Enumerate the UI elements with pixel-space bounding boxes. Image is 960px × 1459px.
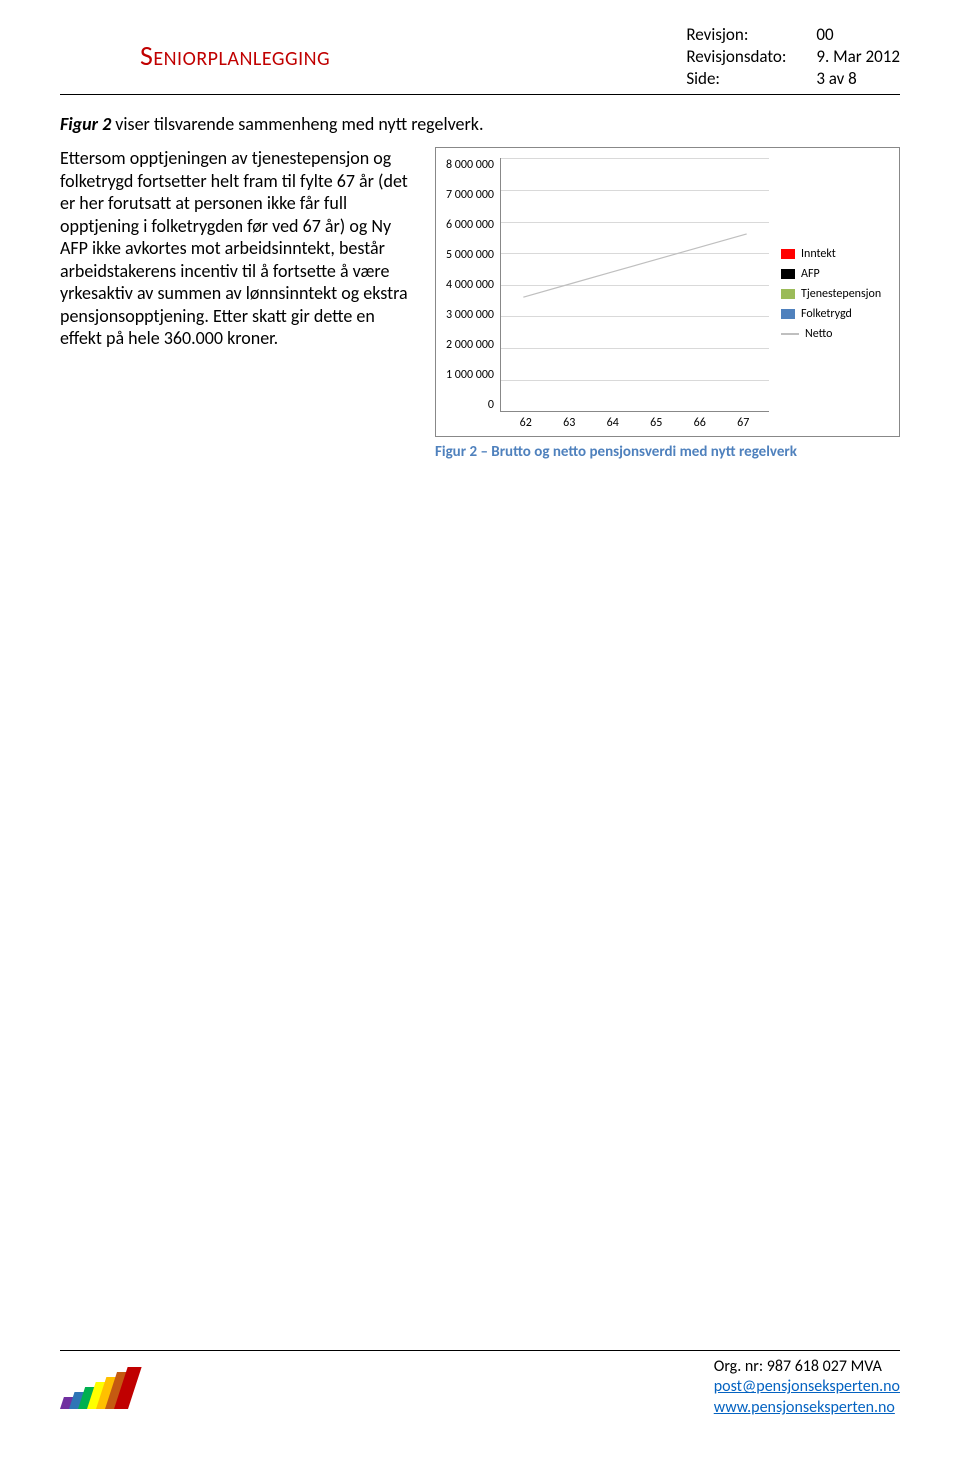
x-tick: 66 <box>694 416 706 430</box>
footer-logo <box>60 1363 140 1409</box>
legend-item: Netto <box>781 327 889 341</box>
x-tick: 64 <box>607 416 619 430</box>
legend-item: AFP <box>781 267 889 281</box>
intro-rest: viser tilsvarende sammenheng med nytt re… <box>111 113 483 135</box>
meta-revisjon-label: Revisjon: <box>686 24 816 46</box>
y-tick: 6 000 000 <box>446 218 494 232</box>
y-tick: 5 000 000 <box>446 248 494 262</box>
meta-dato-val: 9. Mar 2012 <box>816 46 900 68</box>
body-paragraph: Ettersom opptjeningen av tjenestepensjon… <box>60 147 415 461</box>
meta-dato-label: Revisjonsdato: <box>686 46 816 68</box>
legend-label: Inntekt <box>801 247 836 261</box>
meta-side-val: 3 av 8 <box>816 68 856 90</box>
y-tick: 7 000 000 <box>446 188 494 202</box>
legend-swatch <box>781 289 795 299</box>
legend: Inntekt AFP Tjenestepensjon Folketrygd Netto <box>769 158 889 430</box>
x-axis: 62 63 64 65 66 67 <box>500 412 769 430</box>
y-tick: 4 000 000 <box>446 278 494 292</box>
y-tick: 0 <box>488 398 494 412</box>
meta-revisjon-val: 00 <box>816 24 833 46</box>
x-tick: 67 <box>737 416 749 430</box>
doc-meta: Revisjon: 00 Revisjonsdato: 9. Mar 2012 … <box>686 20 900 90</box>
bars-container <box>501 158 769 411</box>
footer-email-link[interactable]: post@pensjonseksperten.no <box>714 1377 900 1396</box>
intro-line: Figur 2 viser tilsvarende sammenheng med… <box>60 113 900 135</box>
y-tick: 1 000 000 <box>446 368 494 382</box>
y-tick: 8 000 000 <box>446 158 494 172</box>
plot-area <box>500 158 769 412</box>
doc-title: Seniorplanlegging <box>60 20 686 73</box>
y-axis: 8 000 000 7 000 000 6 000 000 5 000 000 4 00… <box>446 158 500 430</box>
x-tick: 62 <box>520 416 532 430</box>
page-footer: Org. nr: 987 618 027 MVA post@pensjonsek… <box>60 1350 900 1419</box>
y-tick: 3 000 000 <box>446 308 494 322</box>
legend-item: Folketrygd <box>781 307 889 321</box>
legend-swatch <box>781 269 795 279</box>
x-tick: 65 <box>650 416 662 430</box>
intro-prefix: Figur 2 <box>60 113 111 135</box>
figure-caption: Figur 2 – Brutto og netto pensjonsverdi … <box>435 443 900 461</box>
legend-item: Inntekt <box>781 247 889 261</box>
legend-swatch <box>781 249 795 259</box>
meta-side-label: Side: <box>686 68 816 90</box>
legend-label: Tjenestepensjon <box>801 287 881 301</box>
y-tick: 2 000 000 <box>446 338 494 352</box>
page-header: Seniorplanlegging Revisjon: 00 Revisjons… <box>60 20 900 95</box>
footer-url-link[interactable]: www.pensjonseksperten.no <box>714 1398 895 1417</box>
footer-text: Org. nr: 987 618 027 MVA post@pensjonsek… <box>714 1357 900 1419</box>
chart: 8 000 000 7 000 000 6 000 000 5 000 000 4 00… <box>435 147 900 437</box>
legend-swatch <box>781 309 795 319</box>
legend-line-swatch <box>781 333 799 335</box>
legend-label: Folketrygd <box>801 307 852 321</box>
legend-item: Tjenestepensjon <box>781 287 889 301</box>
legend-label: Netto <box>805 327 832 341</box>
legend-label: AFP <box>801 267 820 281</box>
x-tick: 63 <box>563 416 575 430</box>
figure-container: 8 000 000 7 000 000 6 000 000 5 000 000 4 00… <box>435 147 900 461</box>
footer-org: Org. nr: 987 618 027 MVA <box>714 1357 900 1378</box>
